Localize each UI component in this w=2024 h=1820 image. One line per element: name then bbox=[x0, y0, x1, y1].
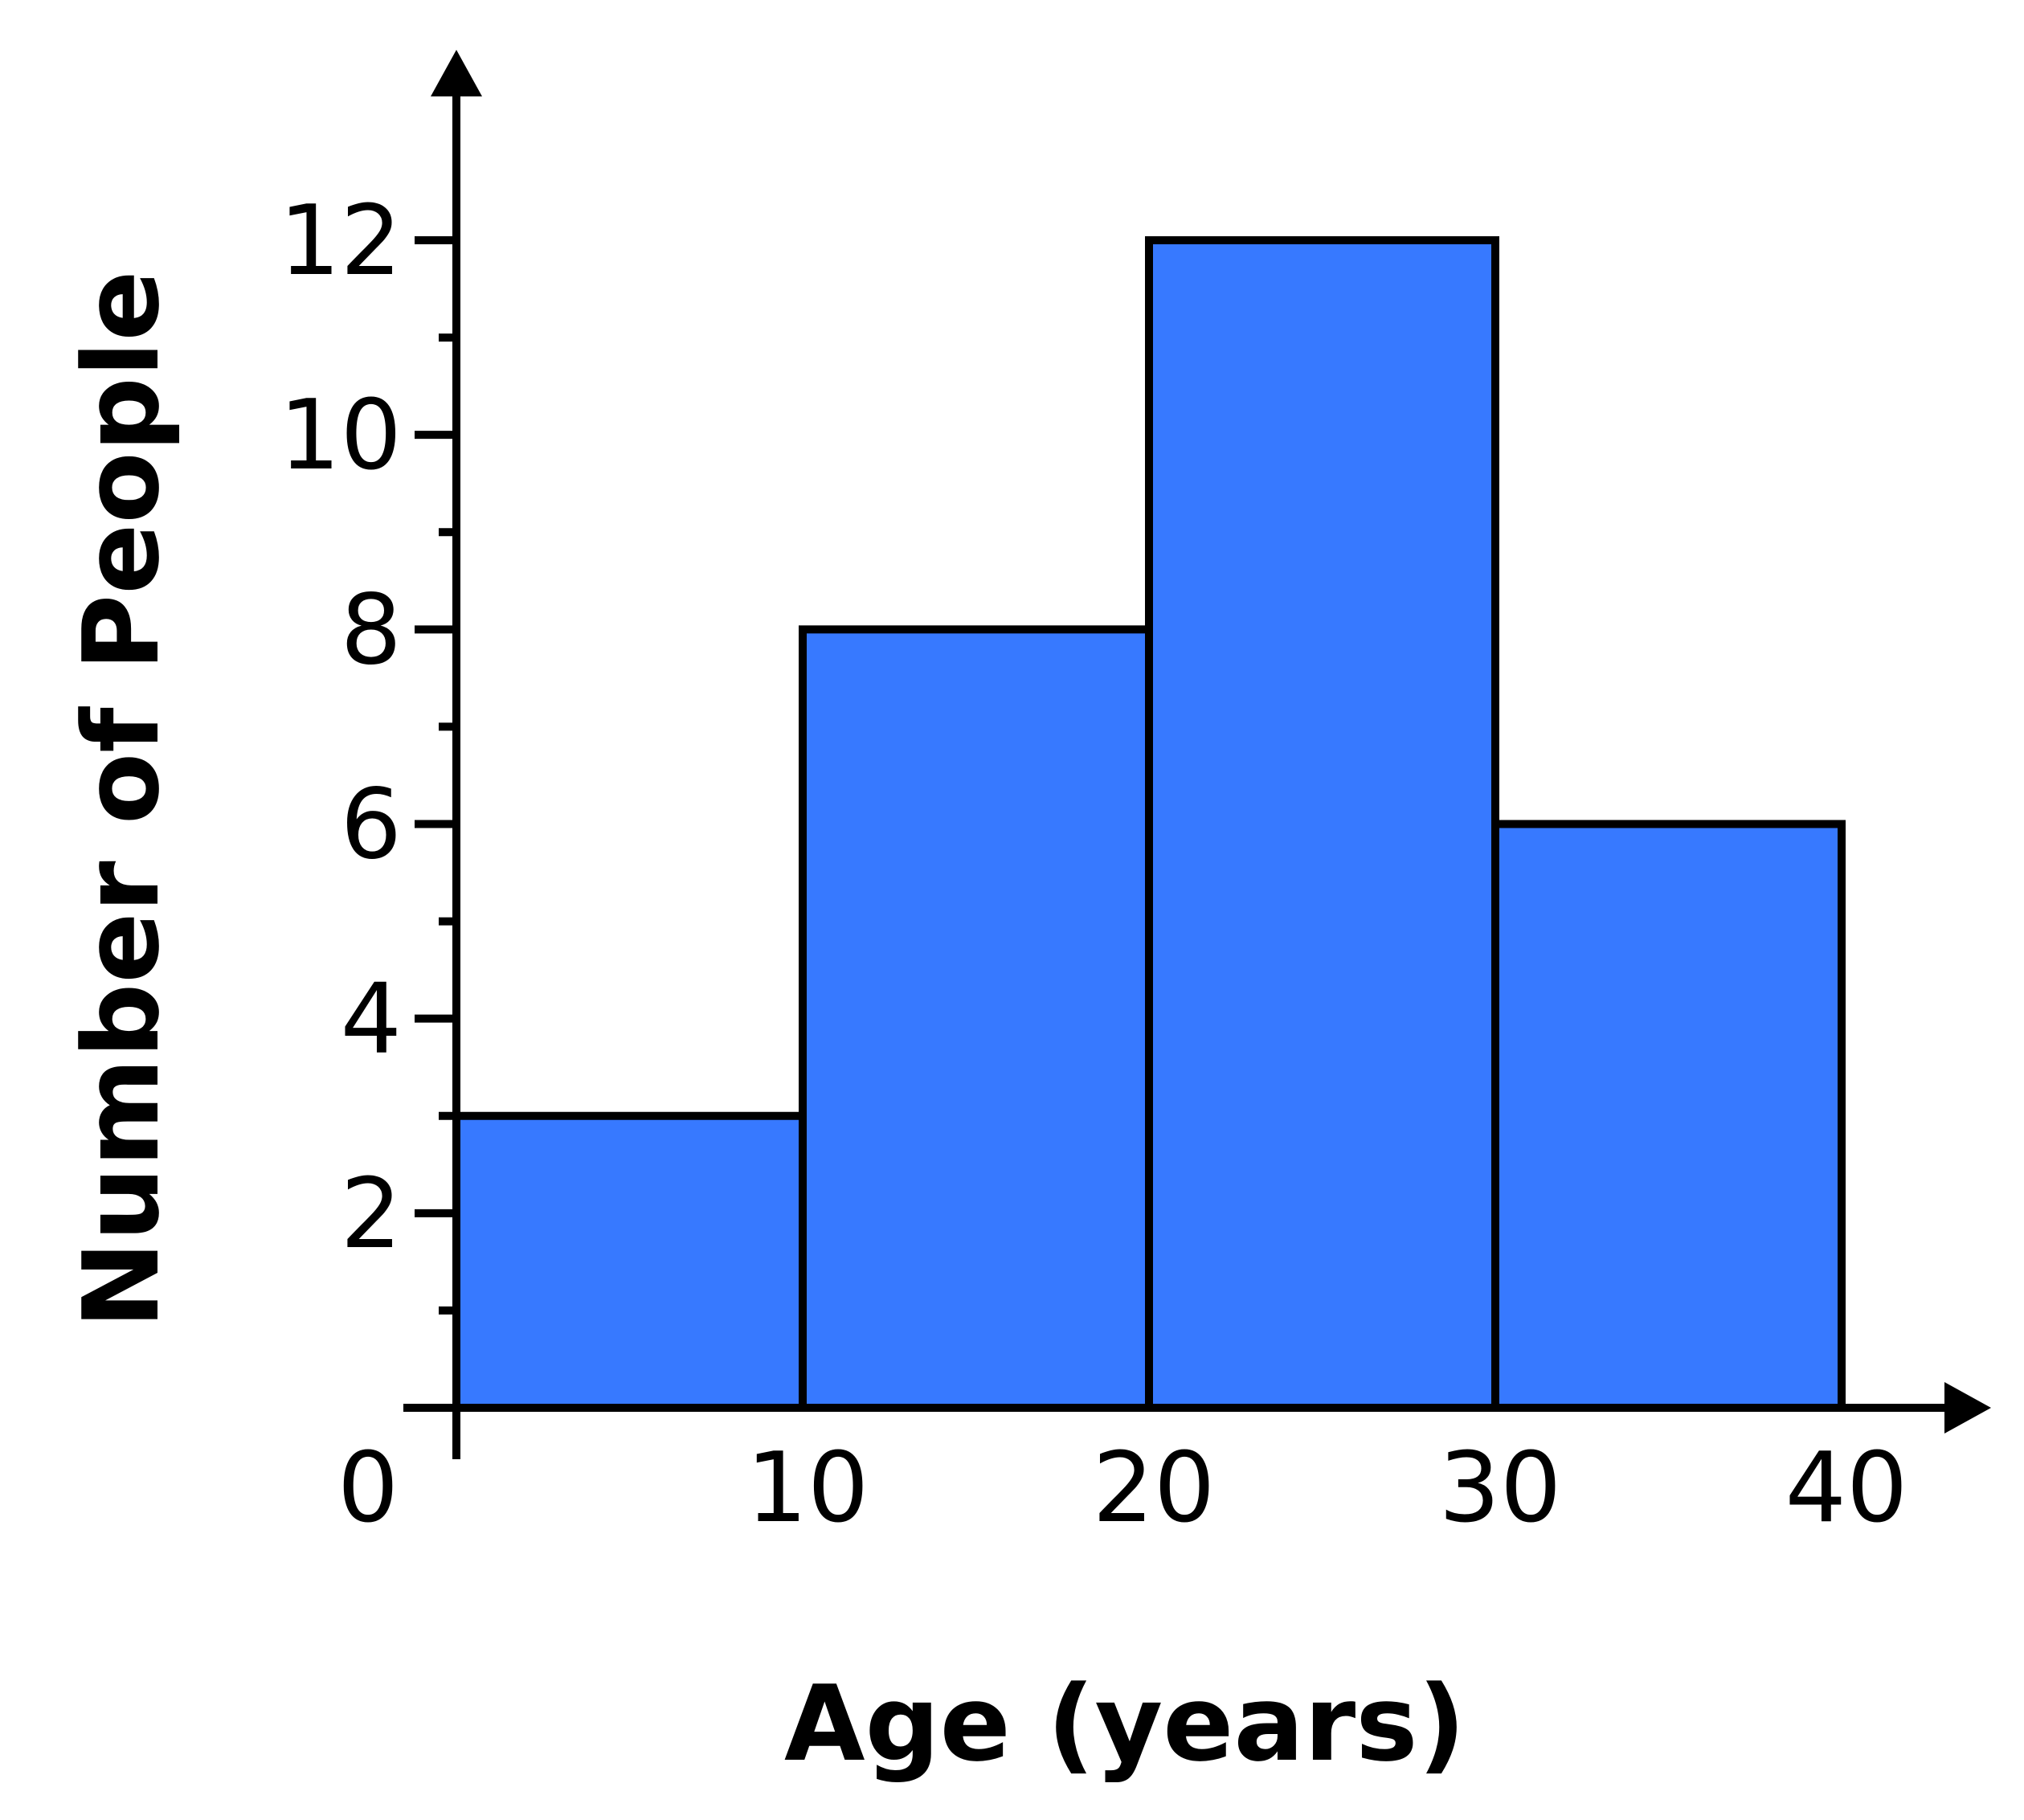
y-tick-label-4: 4 bbox=[341, 964, 402, 1076]
y-tick-label-12: 12 bbox=[279, 186, 402, 297]
bar-10-20 bbox=[799, 625, 1153, 1412]
axes-group bbox=[403, 50, 1991, 1459]
x-axis-title: Age (years) bbox=[784, 1663, 1466, 1785]
x-tick-label-0: 0 bbox=[337, 1433, 399, 1544]
x-axis-arrow bbox=[1944, 1382, 1991, 1434]
bar-0-10 bbox=[452, 1111, 807, 1412]
bars-group bbox=[452, 236, 1846, 1412]
y-axis-title: Number of People bbox=[60, 270, 182, 1328]
bar-20-30 bbox=[1145, 236, 1499, 1412]
y-tick-label-8: 8 bbox=[341, 575, 402, 686]
x-tick-label-10: 10 bbox=[746, 1433, 869, 1544]
y-tick-label-2: 2 bbox=[341, 1159, 402, 1270]
x-tick-label-20: 20 bbox=[1093, 1433, 1216, 1544]
x-tick-label-40: 40 bbox=[1785, 1433, 1908, 1544]
tick-labels-group: 2 4 6 8 10 12 0 10 20 30 40 bbox=[279, 186, 1907, 1544]
bar-30-40 bbox=[1491, 820, 1846, 1412]
ticks-group bbox=[415, 236, 456, 1315]
y-tick-label-10: 10 bbox=[279, 380, 402, 492]
y-axis-arrow bbox=[431, 50, 482, 96]
y-tick-label-6: 6 bbox=[341, 770, 402, 881]
x-tick-label-30: 30 bbox=[1439, 1433, 1562, 1544]
